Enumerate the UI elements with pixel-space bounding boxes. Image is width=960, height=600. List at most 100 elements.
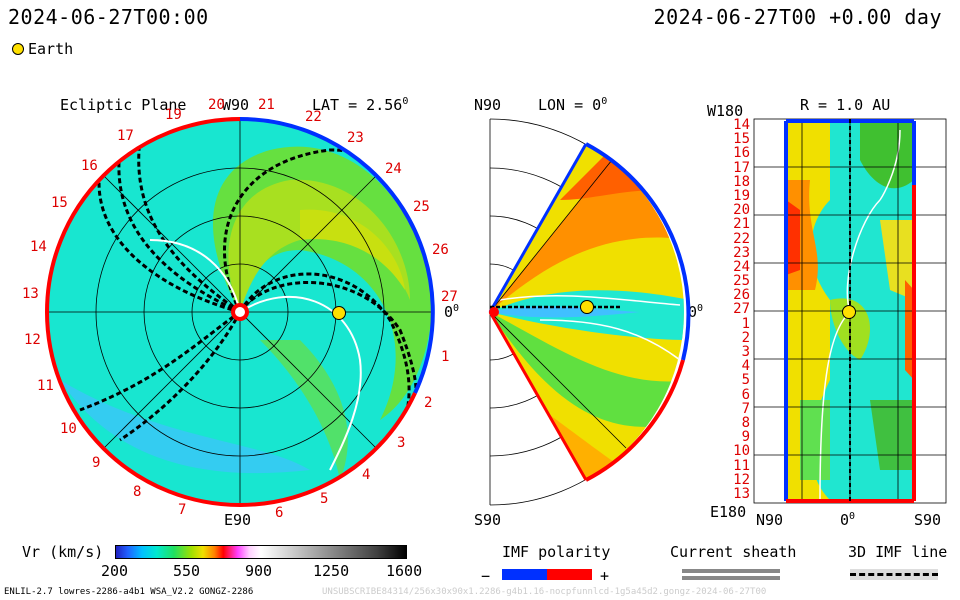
imf-polarity-title: IMF polarity [502, 543, 611, 561]
current-sheath-line-1 [682, 569, 780, 573]
row-label: 16 [733, 145, 750, 162]
radius-label: R = 1.0 AU [800, 96, 891, 114]
day-label: 22 [305, 109, 322, 125]
earth-marker-icon [12, 43, 24, 55]
ecliptic-zero-value: 0 [444, 303, 454, 321]
meridional-zero-value: 0 [688, 303, 698, 321]
row-label: 25 [733, 273, 750, 290]
meridional-zero-degree: 0 [697, 303, 704, 314]
day-label: 24 [385, 161, 402, 177]
row-label: 8 [741, 414, 750, 431]
day-label: 5 [320, 491, 329, 507]
day-label: 26 [432, 242, 449, 258]
row-label: 12 [733, 471, 750, 488]
radial-zero-value: 0 [840, 511, 850, 529]
colorbar-tick: 900 [245, 562, 273, 580]
day-label: 10 [60, 421, 77, 437]
meridional-lon: LON = 00 [538, 96, 607, 114]
row-label: 17 [733, 159, 750, 176]
colorbar-tick: 200 [101, 562, 129, 580]
day-label: 25 [413, 199, 430, 215]
ecliptic-title: Ecliptic Plane [60, 96, 187, 114]
current-sheath-title: Current sheath [670, 543, 797, 561]
day-label: 13 [22, 286, 39, 302]
row-label: 5 [741, 372, 750, 389]
colorbar-tick: 550 [173, 562, 201, 580]
colorbar-tick: 1250 [313, 562, 350, 580]
day-label: 7 [178, 502, 187, 518]
day-label: 15 [51, 195, 68, 211]
earth-position-ecliptic[interactable] [332, 306, 346, 320]
earth-position-meridional[interactable] [580, 300, 594, 314]
footer-run-id: UNSUBSCRIBE84314/256x30x90x1.2286-g4b1.1… [322, 587, 767, 597]
day-label: 3 [397, 435, 406, 451]
row-label: 2 [741, 329, 750, 346]
radial-zero-degree: 0 [849, 511, 856, 522]
ecliptic-zero-label: 00 [444, 303, 459, 321]
e180-label: E180 [710, 503, 747, 521]
earth-legend: Earth [12, 40, 73, 58]
row-label: 15 [733, 131, 750, 148]
day-label: 4 [362, 467, 371, 483]
row-label: 22 [733, 230, 750, 247]
row-label: 11 [733, 457, 750, 474]
day-label: 2 [424, 395, 433, 411]
radial-row-labels: 14 15 16 17 18 19 20 21 22 23 24 25 26 2… [724, 118, 750, 501]
row-label: 14 [733, 117, 750, 133]
row-label: 18 [733, 173, 750, 190]
day-label: 6 [275, 505, 284, 521]
row-label: 26 [733, 287, 750, 304]
radial-n90: N90 [756, 511, 784, 529]
day-label: 14 [30, 239, 47, 255]
row-label: 1 [741, 315, 750, 332]
w180-label: W180 [707, 102, 744, 120]
meridional-zero: 00 [688, 303, 703, 321]
radial-s90: S90 [914, 511, 942, 529]
ecliptic-zero-degree: 0 [453, 303, 460, 314]
day-label: 11 [37, 378, 54, 394]
lat-degree: 0 [402, 96, 409, 107]
row-label: 7 [741, 400, 750, 417]
row-label: 6 [741, 386, 750, 403]
w90-label: W90 [222, 96, 250, 114]
colorbar [115, 545, 407, 559]
imf-minus: − [481, 567, 491, 585]
earth-legend-label: Earth [28, 40, 74, 58]
lon-value: LON = 0 [538, 96, 602, 114]
imf-plus: + [600, 567, 610, 585]
day-label: 12 [24, 332, 41, 348]
earth-position-radial[interactable] [842, 305, 856, 319]
imf-3d-title: 3D IMF line [848, 543, 948, 561]
imf-3d-line [850, 573, 938, 576]
left-timestamp: 2024-06-27T00:00 [8, 5, 209, 29]
day-label: 20 [208, 97, 225, 113]
row-label: 4 [741, 358, 750, 375]
row-label: 10 [733, 443, 750, 460]
meridional-n90: N90 [474, 96, 502, 114]
row-label: 13 [733, 485, 750, 502]
day-label: 1 [441, 349, 450, 365]
lat-label: LAT = 2.560 [312, 96, 408, 114]
row-label: 24 [733, 258, 750, 275]
current-sheath-line-2 [682, 576, 780, 580]
e90-label: E90 [224, 511, 252, 529]
day-label: 27 [441, 289, 458, 305]
footer-model-info: ENLIL-2.7 lowres-2286-a4b1 WSA_V2.2 GONG… [4, 587, 254, 597]
day-label: 23 [347, 130, 364, 146]
day-label: 21 [258, 97, 275, 113]
imf-positive-swatch [547, 569, 592, 580]
right-timestamp: 2024-06-27T00 +0.00 day [653, 5, 942, 29]
meridional-s90: S90 [474, 511, 502, 529]
day-label: 9 [92, 455, 101, 471]
row-label: 23 [733, 244, 750, 261]
row-label: 3 [741, 344, 750, 360]
row-label: 19 [733, 187, 750, 204]
colorbar-label: Vr (km/s) [22, 543, 104, 561]
row-label: 27 [733, 301, 750, 318]
colorbar-tick: 1600 [386, 562, 423, 580]
day-label: 19 [165, 107, 182, 123]
radial-zero: 00 [840, 511, 855, 529]
row-label: 21 [733, 216, 750, 233]
